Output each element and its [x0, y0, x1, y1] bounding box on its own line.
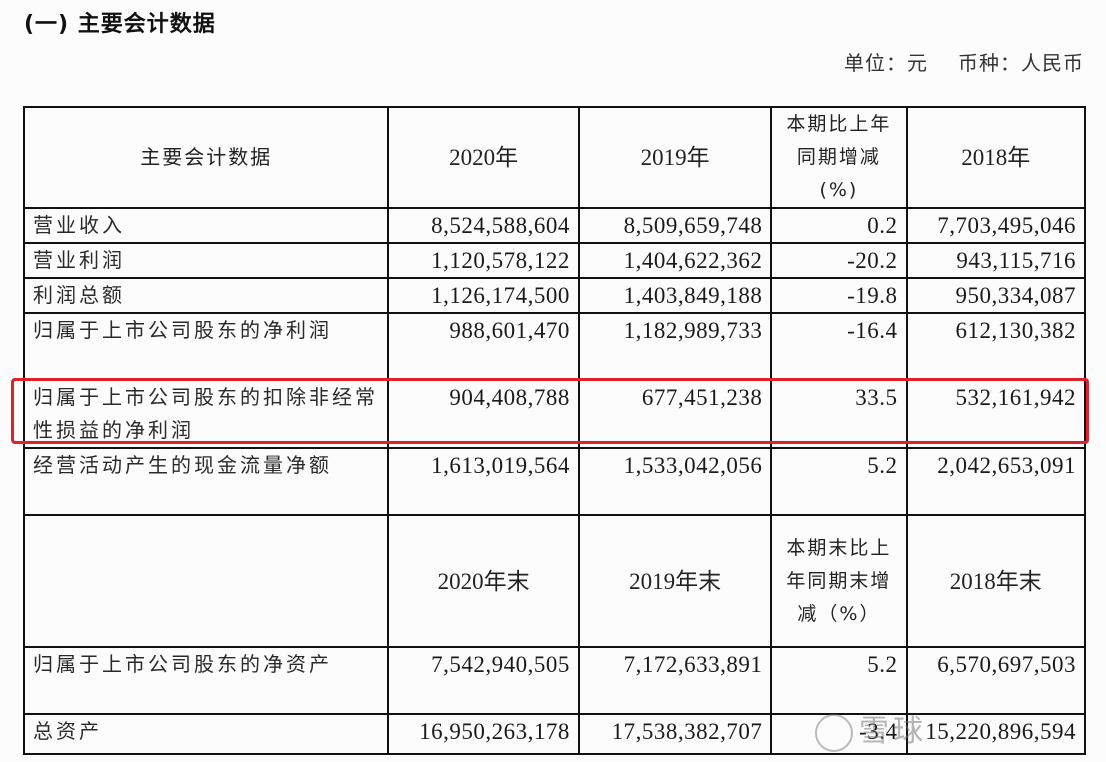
- currency-label: 币种：人民币: [958, 51, 1084, 75]
- value-2020: 988,601,470: [387, 312, 580, 381]
- section-title: (一) 主要会计数据: [24, 12, 216, 37]
- header-2020: 2020年: [387, 106, 580, 209]
- table-row-highlighted: 归属于上市公司股东的扣除非经常性损益的净利润 904,408,788 677,4…: [22, 379, 1087, 449]
- header-label: 主要会计数据: [22, 106, 390, 209]
- header-2020-end: 2020年末: [387, 514, 580, 648]
- value-2019: 1,182,989,733: [577, 312, 773, 381]
- value-2018: 2,042,653,091: [905, 447, 1087, 516]
- row-label: 利润总额: [22, 277, 390, 314]
- value-2020: 7,542,940,505: [387, 646, 580, 715]
- table-row: 总资产 16,950,263,178 17,538,382,707 -3.4 1…: [22, 713, 1087, 755]
- value-2018: 6,570,697,503: [905, 646, 1087, 715]
- value-change: -19.8: [770, 277, 908, 314]
- value-2018: 7,703,495,046: [905, 207, 1087, 244]
- header-change: 本期比上年同期增减(%): [770, 106, 908, 209]
- value-2020: 1,120,578,122: [387, 242, 580, 279]
- table-row: 利润总额 1,126,174,500 1,403,849,188 -19.8 9…: [22, 277, 1087, 314]
- value-change: 5.2: [770, 447, 908, 516]
- header-2019: 2019年: [577, 106, 773, 209]
- table-row: 归属于上市公司股东的净利润 988,601,470 1,182,989,733 …: [22, 312, 1087, 381]
- value-2018: 532,161,942: [905, 379, 1087, 449]
- row-label: 营业利润: [22, 242, 390, 279]
- value-2018: 943,115,716: [905, 242, 1087, 279]
- value-2018: 15,220,896,594: [905, 713, 1087, 755]
- value-change: -3.4: [770, 713, 908, 755]
- value-change: 33.5: [770, 379, 908, 449]
- key-accounting-data-table: 主要会计数据 2020年 2019年 本期比上年同期增减(%) 2018年 营业…: [22, 106, 1087, 755]
- value-2019: 1,533,042,056: [577, 447, 773, 516]
- value-2018: 950,334,087: [905, 277, 1087, 314]
- header-2019-end: 2019年末: [577, 514, 773, 648]
- row-label: 归属于上市公司股东的扣除非经常性损益的净利润: [22, 379, 390, 449]
- value-2020: 1,126,174,500: [387, 277, 580, 314]
- row-label: 总资产: [22, 713, 390, 755]
- value-2020: 1,613,019,564: [387, 447, 580, 516]
- table-row: 营业收入 8,524,588,604 8,509,659,748 0.2 7,7…: [22, 207, 1087, 244]
- row-label: 经营活动产生的现金流量净额: [22, 447, 390, 516]
- row-label: 营业收入: [22, 207, 390, 244]
- unit-label: 单位：元: [844, 51, 928, 75]
- value-2020: 16,950,263,178: [387, 713, 580, 755]
- table-row: 营业利润 1,120,578,122 1,404,622,362 -20.2 9…: [22, 242, 1087, 279]
- header-2018-end: 2018年末: [905, 514, 1087, 648]
- value-2018: 612,130,382: [905, 312, 1087, 381]
- value-2019: 1,403,849,188: [577, 277, 773, 314]
- unit-currency-line: 单位：元 币种：人民币: [844, 47, 1084, 76]
- value-2020: 904,408,788: [387, 379, 580, 449]
- table-header-period: 主要会计数据 2020年 2019年 本期比上年同期增减(%) 2018年: [22, 106, 1087, 209]
- value-2019: 677,451,238: [577, 379, 773, 449]
- value-2020: 8,524,588,604: [387, 207, 580, 244]
- header-2018: 2018年: [905, 106, 1087, 209]
- header-change-end: 本期末比上年同期末增减（%）: [770, 514, 908, 648]
- value-2019: 7,172,633,891: [577, 646, 773, 715]
- table-header-period-end: 2020年末 2019年末 本期末比上年同期末增减（%） 2018年末: [22, 514, 1087, 648]
- row-label: 归属于上市公司股东的净资产: [22, 646, 390, 715]
- row-label: 归属于上市公司股东的净利润: [22, 312, 390, 381]
- value-2019: 17,538,382,707: [577, 713, 773, 755]
- value-2019: 8,509,659,748: [577, 207, 773, 244]
- header-label-empty: [22, 514, 390, 648]
- value-change: -16.4: [770, 312, 908, 381]
- value-change: 0.2: [770, 207, 908, 244]
- table-row: 经营活动产生的现金流量净额 1,613,019,564 1,533,042,05…: [22, 447, 1087, 516]
- value-2019: 1,404,622,362: [577, 242, 773, 279]
- value-change: 5.2: [770, 646, 908, 715]
- value-change: -20.2: [770, 242, 908, 279]
- table-row: 归属于上市公司股东的净资产 7,542,940,505 7,172,633,89…: [22, 646, 1087, 715]
